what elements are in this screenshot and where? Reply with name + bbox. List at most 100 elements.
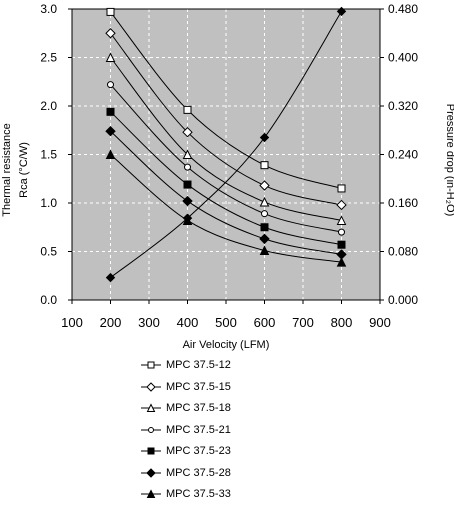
data-point — [259, 245, 270, 256]
y-left-axis-title-line2: Rca (°C/W) — [18, 142, 30, 198]
series-5 — [105, 126, 347, 260]
y-axis-left: 0.0 0.5 1.0 1.5 2.0 2.5 3.0 — [40, 2, 72, 307]
series-line — [110, 32, 342, 206]
legend-item: MPC 37.5-28 — [140, 466, 231, 480]
data-point — [336, 199, 347, 211]
y-right-axis-title: Pressure drop (in-H₂O) — [444, 104, 454, 216]
data-point — [105, 52, 116, 62]
data-point — [259, 180, 270, 191]
legend-marker — [147, 447, 155, 455]
y-right-tick-label: 0.240 — [388, 148, 418, 162]
legend-item: MPC 37.5-15 — [140, 380, 231, 394]
series-line — [110, 111, 342, 246]
y-right-tick-label: 0.000 — [388, 293, 418, 307]
y-left-tick-label: 1.5 — [40, 148, 57, 162]
legend-label: MPC 37.5-23 — [166, 445, 231, 457]
series-line — [110, 130, 342, 255]
series-line — [110, 154, 342, 263]
data-point — [105, 126, 116, 137]
legend-swatch — [141, 381, 161, 392]
series-2 — [105, 52, 347, 225]
y-right-tick-label: 0.320 — [388, 99, 418, 113]
data-point — [260, 161, 269, 170]
y-right-tick-label: 0.080 — [388, 245, 418, 259]
pressure-drop-point — [336, 6, 347, 17]
legend-item: MPC 37.5-33 — [140, 487, 231, 501]
data-point — [337, 240, 346, 249]
legend-marker — [146, 381, 156, 392]
series-4 — [106, 107, 346, 249]
pressure-drop-point — [105, 272, 116, 283]
x-axis: 100 200 300 400 500 600 700 800 900 — [61, 300, 391, 330]
legend-marker — [147, 361, 155, 369]
x-axis-title: Air Velocity (LFM) — [183, 339, 270, 351]
legend-marker — [146, 489, 156, 498]
x-tick-label: 300 — [138, 315, 160, 330]
data-point — [183, 180, 192, 189]
legend-swatch — [141, 489, 161, 498]
x-tick-label: 500 — [215, 315, 237, 330]
legend-label: MPC 37.5-28 — [166, 466, 231, 479]
legend-swatch — [141, 426, 161, 433]
legend-swatch — [141, 447, 161, 455]
legend-item: MPC 37.5-12 — [140, 358, 231, 372]
legend-item: MPC 37.5-18 — [140, 401, 231, 415]
pressure-drop-point — [182, 213, 193, 223]
data-point — [105, 149, 116, 159]
data-point — [107, 81, 114, 89]
legend-marker — [148, 426, 154, 433]
y-left-tick-label: 2.0 — [40, 99, 57, 113]
data-point — [182, 195, 193, 207]
legend-item: MPC 37.5-21 — [140, 423, 231, 437]
data-point — [261, 210, 268, 218]
y-axis-right: 0.000 0.080 0.160 0.240 0.320 0.400 0.480 — [380, 2, 418, 307]
pressure-drop-point — [259, 132, 270, 143]
y-left-tick-label: 3.0 — [40, 2, 57, 16]
data-point — [105, 28, 116, 39]
legend-swatch — [141, 403, 161, 412]
data-point — [259, 233, 270, 245]
y-left-tick-label: 0.0 — [40, 293, 57, 307]
x-tick-label: 400 — [177, 315, 199, 330]
data-point — [106, 7, 115, 16]
data-point — [182, 126, 193, 138]
legend-label: MPC 37.5-15 — [166, 380, 231, 393]
pressure-drop-series — [105, 6, 347, 283]
legend-marker — [146, 403, 156, 412]
pressure-drop-line — [110, 11, 342, 278]
y-right-tick-label: 0.160 — [388, 196, 418, 210]
x-tick-label: 800 — [331, 315, 353, 330]
legend-swatch — [141, 467, 161, 478]
x-tick-label: 900 — [369, 315, 391, 330]
legend-label: MPC 37.5-21 — [166, 423, 231, 436]
y-right-tick-label: 0.480 — [388, 2, 418, 16]
data-point — [260, 223, 269, 232]
data-point — [184, 163, 191, 171]
x-tick-label: 600 — [254, 315, 276, 330]
data-point — [338, 228, 345, 236]
data-point — [337, 184, 346, 193]
y-left-axis-title-line1: Thermal resistance — [1, 123, 13, 217]
y-left-tick-label: 1.0 — [40, 196, 57, 210]
data-point — [182, 149, 193, 159]
legend-swatch — [141, 361, 161, 369]
series-line — [110, 11, 342, 189]
x-tick-label: 100 — [61, 315, 83, 330]
data-point — [336, 215, 347, 225]
data-point — [259, 196, 270, 207]
legend-item: MPC 37.5-23 — [140, 444, 231, 458]
legend-label: MPC 37.5-18 — [166, 402, 231, 414]
y-left-tick-label: 0.5 — [40, 245, 57, 259]
series-line — [110, 57, 342, 221]
x-tick-label: 200 — [100, 315, 122, 330]
legend-label: MPC 37.5-12 — [166, 359, 231, 371]
y-right-tick-label: 0.400 — [388, 51, 418, 65]
data-point — [106, 107, 115, 116]
series-0 — [106, 7, 346, 193]
series-1 — [105, 28, 347, 211]
data-point — [336, 257, 347, 267]
legend-marker — [146, 467, 156, 478]
x-tick-label: 700 — [292, 315, 314, 330]
